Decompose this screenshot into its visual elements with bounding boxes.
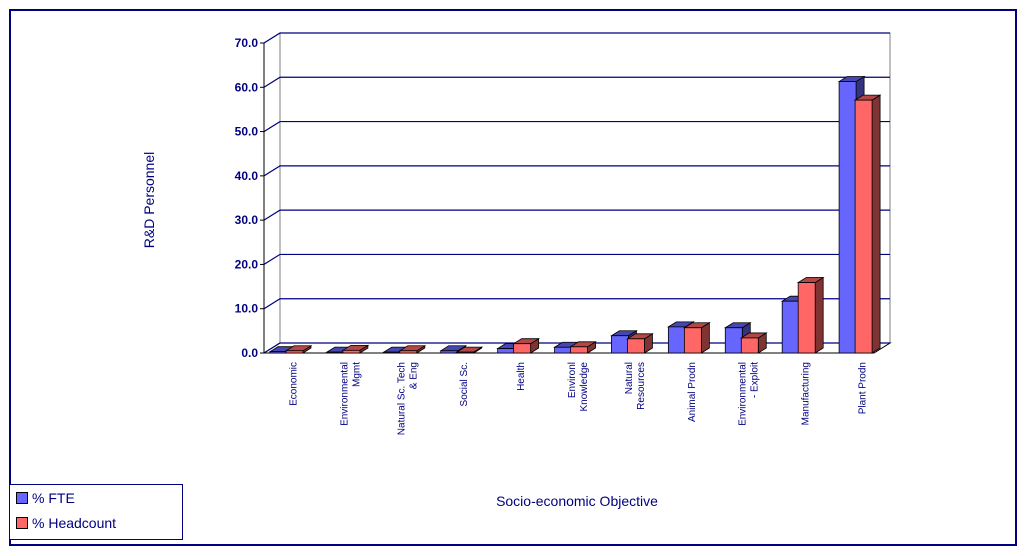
category-label: Mgmt [351, 362, 362, 387]
side-wall [263, 32, 281, 354]
bar [739, 332, 768, 354]
legend-label-fte: % FTE [32, 489, 75, 506]
bar-front [570, 346, 588, 354]
bar-side [814, 276, 824, 354]
bar-front [797, 282, 816, 354]
category-label: Plant Prodn [858, 362, 869, 414]
legend-swatch-headcount [16, 516, 28, 529]
y-tick-label: 70.0 [235, 36, 259, 50]
bar-front [383, 351, 402, 354]
y-tick-label: 0.0 [241, 346, 258, 360]
category-label: Social Sc. [459, 362, 470, 406]
gridline [263, 209, 890, 221]
bar [569, 341, 597, 354]
gridline [263, 76, 890, 88]
y-tick-label: 60.0 [235, 80, 259, 94]
bar-front [781, 300, 800, 354]
category-labels: Economic Environmental Mgmt Natural Sc. Tec… [288, 362, 868, 436]
category-label: Economic [288, 362, 299, 406]
legend-label-headcount: % Headcount [32, 514, 117, 531]
bar [853, 94, 882, 354]
bar [284, 345, 313, 354]
bar-front [683, 327, 702, 354]
legend: % FTE % Headcount [9, 484, 183, 540]
bar [398, 345, 427, 354]
category-label: Natural Sc. Tech [396, 362, 407, 435]
category-label: & Eng [408, 362, 419, 389]
bar [796, 276, 825, 354]
gridline [263, 253, 890, 265]
bar-front [326, 351, 345, 354]
bar [512, 337, 541, 354]
legend-item-headcount: % Headcount [10, 510, 182, 535]
bar [455, 346, 484, 354]
bar-front [497, 348, 516, 354]
bar [682, 322, 711, 354]
category-label: Health [516, 362, 527, 391]
bar-front [724, 327, 743, 354]
y-tick-label: 30.0 [235, 213, 259, 227]
category-label: Manufacturing [801, 362, 812, 425]
gridlines [260, 32, 890, 354]
bar-front [838, 81, 857, 354]
legend-swatch-fte [16, 491, 28, 504]
bar-front [611, 335, 629, 354]
category-label: Resources [636, 362, 647, 410]
bar-front [269, 351, 288, 354]
category-label: - Exploit [750, 362, 761, 398]
gridline [263, 120, 890, 133]
y-tick-labels: 0.0 10.0 20.0 30.0 40.0 50.0 60.0 70.0 [235, 36, 259, 360]
bar-front [740, 337, 759, 354]
y-tick-label: 40.0 [235, 169, 259, 183]
category-label: Environmental [339, 362, 350, 426]
y-tick-label: 10.0 [235, 302, 259, 316]
bars [268, 75, 882, 354]
bar-front [399, 350, 418, 354]
category-label: Environmental [738, 362, 749, 426]
category-label: Natural [624, 362, 635, 394]
bar-front [667, 326, 686, 354]
bar-front [554, 346, 572, 354]
gridline [263, 298, 890, 310]
gridline [263, 165, 890, 177]
bar-front [285, 350, 304, 354]
bar [626, 333, 654, 354]
bar [341, 344, 370, 354]
gridline [263, 32, 890, 44]
category-label: Animal Prodn [687, 362, 698, 422]
y-tick-label: 50.0 [235, 125, 259, 139]
y-tick-label: 20.0 [235, 257, 259, 271]
bar-front [456, 351, 475, 354]
bar-side [871, 94, 881, 354]
bar-front [342, 349, 361, 354]
category-label: Environl [567, 362, 578, 398]
bar-front [440, 350, 459, 354]
bar-front [513, 343, 532, 354]
bar-front [854, 99, 873, 354]
y-axis-title: R&D Personnel [141, 152, 157, 249]
x-axis-title: Socio-economic Objective [496, 493, 658, 509]
legend-item-fte: % FTE [10, 485, 182, 510]
category-label: Knowledge [579, 362, 590, 412]
bar-front [627, 338, 645, 354]
